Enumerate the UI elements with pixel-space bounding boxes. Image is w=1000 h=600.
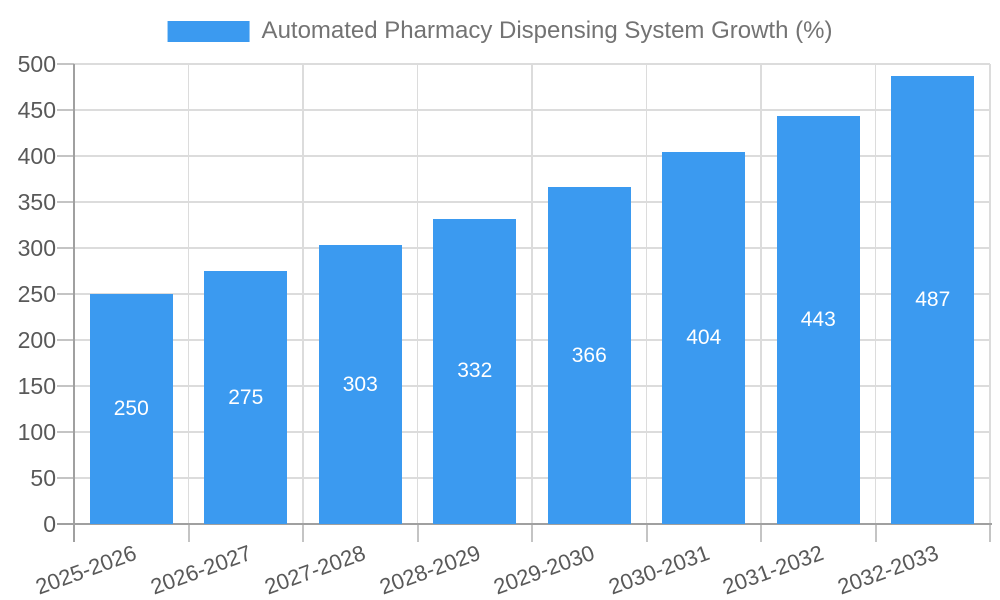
bar: 443 — [776, 116, 860, 524]
y-axis-tick — [57, 109, 74, 111]
x-axis-tick — [302, 524, 304, 542]
bar: 487 — [891, 75, 975, 524]
bar-value-label: 275 — [228, 385, 264, 409]
y-axis-line — [73, 64, 75, 542]
y-tick-label: 0 — [43, 511, 56, 537]
legend-label: Automated Pharmacy Dispensing System Gro… — [261, 17, 833, 44]
x-axis-tick — [531, 524, 533, 542]
y-axis-tick — [57, 339, 74, 341]
bar: 404 — [662, 152, 746, 524]
x-tick-label: 2027-2028 — [261, 540, 369, 600]
y-axis-tick — [57, 201, 74, 203]
y-tick-label: 50 — [30, 465, 56, 491]
x-tick-label: 2028-2029 — [375, 540, 484, 600]
bar-value-label: 303 — [342, 372, 378, 396]
v-gridline — [187, 64, 190, 524]
bar: 366 — [547, 187, 631, 524]
chart-legend[interactable]: Automated Pharmacy Dispensing System Gro… — [167, 17, 833, 45]
bar-value-label: 366 — [571, 343, 607, 367]
bar: 303 — [318, 245, 402, 524]
y-tick-label: 350 — [17, 189, 56, 215]
y-axis-tick — [57, 293, 74, 295]
bar-value-label: 487 — [915, 287, 951, 311]
y-axis-tick — [57, 155, 74, 157]
x-axis-tick — [760, 524, 762, 542]
v-gridline — [645, 64, 648, 524]
y-axis-tick — [57, 431, 74, 433]
bar-value-label: 404 — [686, 326, 722, 350]
bar-value-label: 443 — [800, 308, 836, 332]
x-axis-tick — [989, 524, 991, 542]
y-tick-label: 500 — [17, 51, 56, 77]
v-gridline — [989, 64, 991, 524]
x-tick-label: 2026-2027 — [146, 540, 255, 600]
v-gridline — [416, 64, 419, 524]
x-axis-line — [57, 523, 992, 525]
x-tick-label: 2029-2030 — [490, 540, 598, 600]
y-tick-label: 400 — [17, 143, 56, 169]
y-axis-tick — [57, 63, 74, 65]
bar-value-label: 250 — [113, 397, 149, 420]
v-gridline — [302, 64, 304, 524]
y-tick-label: 100 — [17, 419, 56, 445]
y-tick-label: 200 — [17, 327, 56, 353]
bar: 275 — [204, 271, 288, 524]
y-tick-label: 300 — [17, 235, 56, 261]
y-tick-label: 250 — [17, 281, 56, 307]
y-axis-tick — [57, 385, 74, 387]
v-gridline — [874, 64, 877, 524]
x-tick-label: 2032-2033 — [833, 540, 942, 600]
x-axis-tick — [187, 524, 190, 542]
x-tick-label: 2025-2026 — [32, 540, 140, 600]
x-axis-tick — [416, 524, 419, 542]
legend-swatch — [167, 20, 250, 42]
x-axis-tick — [874, 524, 877, 542]
y-axis-tick — [57, 477, 74, 479]
y-axis-tick — [57, 247, 74, 249]
v-gridline — [531, 64, 533, 524]
y-tick-label: 450 — [17, 97, 56, 123]
y-tick-label: 150 — [17, 373, 56, 399]
v-gridline — [760, 64, 762, 524]
x-tick-label: 2031-2032 — [719, 540, 827, 600]
x-axis-tick — [645, 524, 648, 542]
bar-value-label: 332 — [457, 359, 493, 383]
bar: 250 — [89, 294, 173, 524]
bar: 332 — [433, 218, 517, 524]
x-tick-label: 2030-2031 — [604, 540, 713, 600]
